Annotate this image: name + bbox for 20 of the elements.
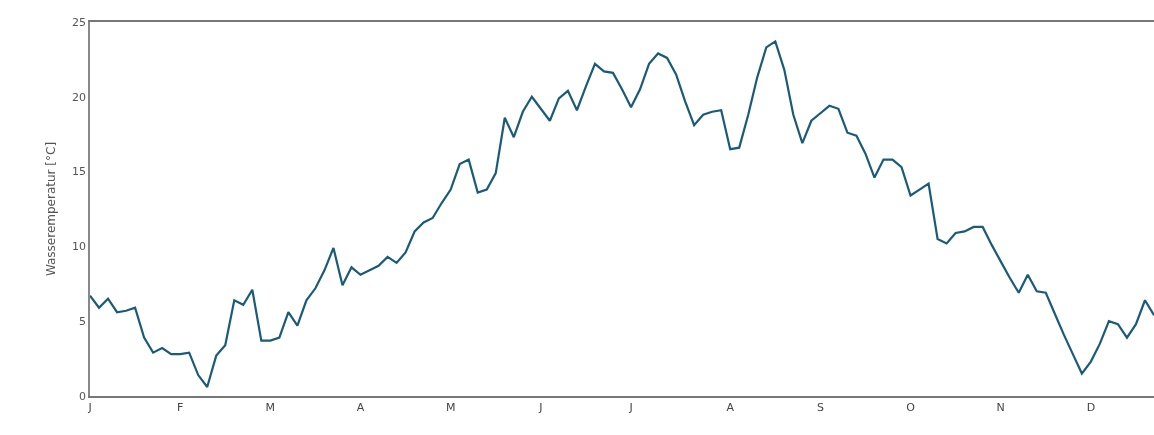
y-tick-label: 5 [79, 315, 87, 329]
x-tick-label: N [996, 400, 1005, 414]
x-tick-label: O [906, 400, 916, 414]
line-series [90, 40, 1154, 389]
x-tick-label: M [445, 400, 456, 414]
y-tick-label: 25 [72, 15, 87, 29]
x-tick-label: S [816, 400, 824, 414]
x-tick-label: J [628, 400, 633, 414]
y-tick-label: 20 [72, 90, 87, 104]
x-tick-label: A [356, 400, 365, 414]
y-tick-label: 0 [79, 389, 87, 403]
x-tick-label: D [1086, 400, 1096, 414]
y-tick-label: 10 [72, 240, 87, 254]
x-tick-label: J [87, 400, 92, 414]
y-tick-label: 15 [72, 165, 87, 179]
y-axis-title: Wasseremperatur [°C] [43, 141, 58, 277]
x-tick-label: M [265, 400, 276, 414]
x-tick-label: F [177, 400, 184, 414]
x-tick-label: J [538, 400, 543, 414]
x-tick-label: A [726, 400, 735, 414]
